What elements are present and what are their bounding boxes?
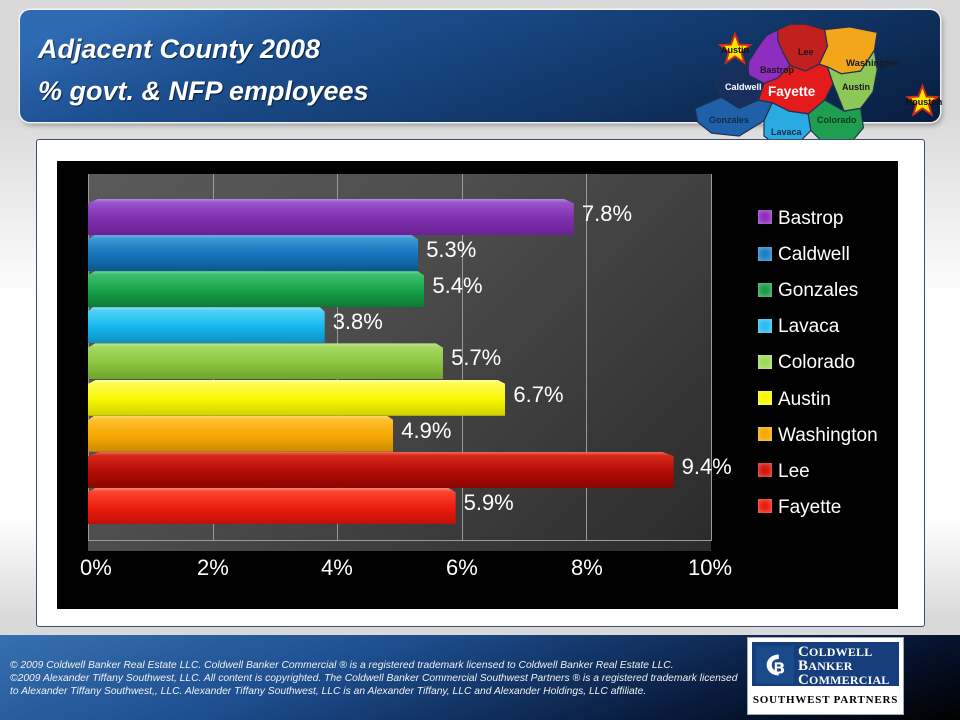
- svg-text:Austin: Austin: [842, 82, 870, 92]
- svg-text:Fayette: Fayette: [768, 84, 816, 99]
- svg-text:Washington: Washington: [846, 58, 900, 69]
- svg-text:Colorado: Colorado: [817, 115, 857, 125]
- svg-text:Lavaca: Lavaca: [771, 127, 803, 137]
- svg-text:Gonzales: Gonzales: [709, 115, 749, 125]
- svg-text:Lee: Lee: [798, 47, 814, 57]
- svg-text:Houston: Houston: [906, 97, 943, 107]
- svg-text:Austin: Austin: [721, 45, 749, 55]
- svg-text:Bastrop: Bastrop: [760, 65, 795, 75]
- svg-text:Caldwell: Caldwell: [725, 82, 762, 92]
